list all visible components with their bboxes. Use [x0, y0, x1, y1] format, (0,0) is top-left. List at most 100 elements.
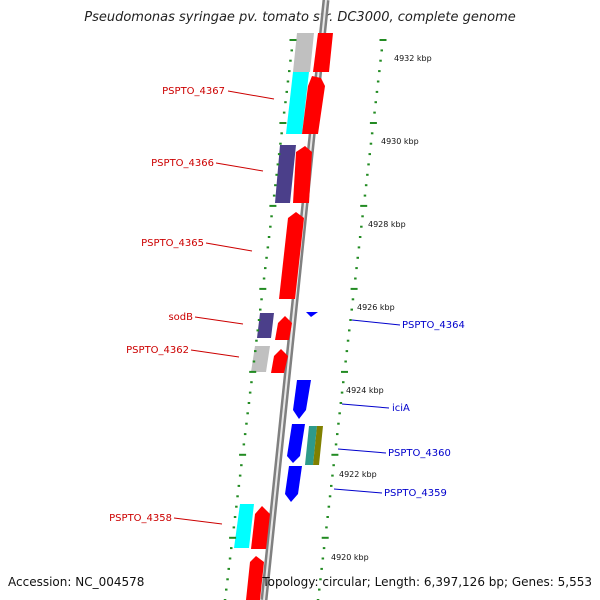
outer-track-tick	[380, 49, 383, 52]
outer-track-tick	[367, 163, 370, 166]
outer-track-tick	[378, 70, 381, 73]
leader-line-sodB	[194, 316, 244, 325]
outer-track-tick	[318, 588, 321, 591]
outer-track-tick	[320, 567, 323, 570]
gene-red-bottom[interactable]	[246, 556, 264, 600]
reverse-gene-labels: PSPTO_4364 iciA PSPTO_4360 PSPTO_4359	[333, 319, 465, 499]
gene-label-pspto-4358[interactable]: PSPTO_4358	[109, 513, 172, 524]
outer-track-tick	[366, 173, 369, 176]
inner-track-tick	[285, 90, 288, 93]
gene-blue-marker-4364[interactable]	[306, 312, 318, 317]
outer-track-tick	[357, 246, 361, 249]
inner-track-tick	[228, 557, 232, 560]
gene-label-pspto-4367[interactable]: PSPTO_4367	[162, 86, 225, 97]
inner-track-tick	[246, 412, 249, 415]
gene-red-sodB[interactable]	[275, 316, 292, 340]
gene-red-4366[interactable]	[293, 146, 312, 203]
outer-track-tick	[344, 360, 347, 363]
inner-track-tick	[260, 298, 263, 301]
inner-track-tick	[252, 360, 256, 363]
inner-track-tick	[290, 49, 293, 52]
inner-track-tick	[232, 526, 236, 529]
scale-label-4932: 4932 kbp	[394, 54, 432, 63]
outer-track-tick	[361, 215, 364, 218]
inner-track-tick	[226, 578, 229, 581]
inner-track-tick	[282, 111, 286, 114]
outer-track-tick	[334, 443, 338, 446]
inner-track-tick	[264, 267, 267, 270]
outer-track-tick	[345, 350, 349, 353]
gene-red-4365[interactable]	[279, 212, 304, 299]
gene-olive-4360[interactable]	[313, 426, 323, 465]
accession-text: Accession: NC_004578	[8, 575, 145, 589]
inner-track-tick	[269, 225, 272, 228]
inner-track-tick	[248, 391, 252, 394]
gene-label-pspto-4359[interactable]: PSPTO_4359	[384, 488, 447, 499]
inner-track-tick	[274, 184, 277, 187]
leader-line-4365	[205, 242, 253, 252]
inner-track-tick	[275, 173, 278, 176]
inner-track-tick	[236, 495, 239, 498]
gene-blue-iciA[interactable]	[293, 380, 311, 419]
outer-track-tick	[342, 381, 345, 384]
gene-cyan-4358[interactable]	[234, 504, 254, 548]
inner-track-tick	[288, 70, 291, 73]
outer-track-tick	[331, 474, 334, 477]
topology-text: Topology: circular; Length: 6,397,126 bp…	[262, 575, 592, 589]
scale-label-4928: 4928 kbp	[368, 220, 406, 229]
outer-track-tick	[374, 101, 377, 104]
outer-track-tick	[356, 256, 359, 259]
inner-track-tick	[279, 122, 287, 124]
outer-track-tick	[349, 319, 352, 321]
gene-gray-top[interactable]	[293, 33, 314, 72]
outer-tick-track	[316, 39, 387, 600]
inner-track-tick	[238, 474, 242, 477]
scale-label-4922: 4922 kbp	[339, 470, 377, 479]
gene-red-top[interactable]	[313, 33, 333, 72]
gene-label-pspto-4364[interactable]: PSPTO_4364	[402, 320, 465, 331]
gene-blue-4359[interactable]	[285, 466, 302, 502]
outer-track-tick	[369, 122, 377, 124]
outer-track-tick	[348, 329, 351, 332]
outer-track-tick	[350, 308, 353, 311]
scale-label-4926: 4926 kbp	[357, 303, 395, 312]
gene-red-4362[interactable]	[271, 349, 288, 373]
outer-track-tick	[355, 267, 358, 270]
inner-track-tick	[240, 464, 243, 467]
inner-track-tick	[284, 101, 287, 104]
gene-label-pspto-4362[interactable]: PSPTO_4362	[126, 345, 189, 356]
inner-track-tick	[255, 339, 258, 342]
gene-label-sodB[interactable]: sodB	[168, 312, 193, 323]
gene-label-pspto-4365[interactable]: PSPTO_4365	[141, 238, 204, 249]
inner-track-tick	[265, 256, 268, 259]
gene-label-iciA[interactable]: iciA	[392, 403, 410, 414]
gene-blue-4360[interactable]	[287, 424, 305, 463]
gene-red-4367[interactable]	[302, 76, 325, 134]
gene-purple-4366[interactable]	[275, 145, 296, 203]
inner-track-tick	[254, 350, 257, 353]
outer-track-tick	[370, 132, 374, 135]
leader-line-4364	[351, 319, 401, 326]
inner-track-tick	[250, 381, 253, 384]
outer-track-tick	[354, 277, 357, 280]
outer-track-tick	[338, 412, 341, 415]
outer-track-tick	[340, 391, 344, 394]
inner-track-tick	[289, 39, 297, 41]
leader-line-4359	[333, 488, 383, 494]
inner-track-tick	[229, 536, 237, 539]
inner-track-tick	[249, 370, 257, 373]
gene-label-pspto-4360[interactable]: PSPTO_4360	[388, 448, 451, 459]
gene-purple-sodB[interactable]	[257, 313, 274, 338]
inner-track-tick	[270, 215, 273, 218]
outer-track-tick	[379, 59, 382, 62]
outer-track-tick	[346, 339, 350, 342]
gene-gray-4362[interactable]	[251, 346, 270, 372]
inner-track-tick	[276, 163, 280, 166]
outer-track-tick	[376, 80, 380, 83]
gene-red-4358[interactable]	[251, 506, 270, 549]
outer-track-tick	[350, 287, 358, 290]
gene-cyan-4367[interactable]	[286, 72, 309, 134]
gene-label-pspto-4366[interactable]: PSPTO_4366	[151, 158, 214, 169]
outer-track-tick	[322, 547, 326, 550]
